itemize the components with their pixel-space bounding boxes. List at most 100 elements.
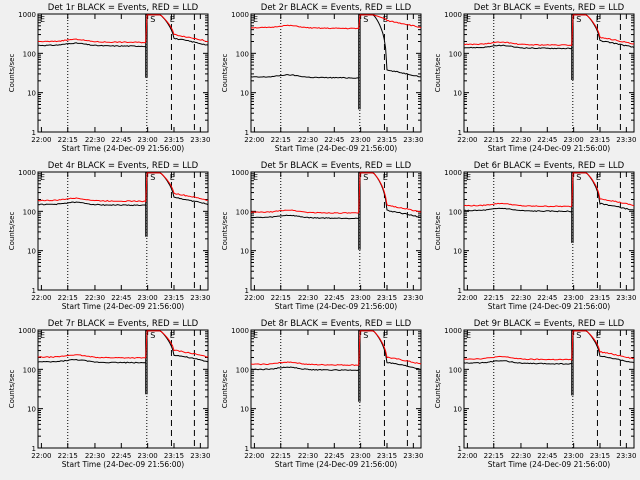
y-tick-label: 1 [32,445,36,453]
series-line-lld [37,172,209,203]
annotation-label: E [383,173,388,182]
y-tick-label: 1000 [444,169,462,177]
series-line-lld [250,172,422,214]
x-tick-label: 23:15 [590,136,610,144]
x-tick-label: 23:00 [138,136,158,144]
annotation-label: E [253,15,258,24]
x-tick-label: 22:30 [298,452,318,460]
series-line-lld [250,330,422,367]
x-tick-label: 22:00 [31,294,51,302]
chart-title: Det 5r BLACK = Events, RED = LLD [261,161,412,171]
x-tick-label: 23:30 [190,294,210,302]
y-tick-label: 1000 [231,327,249,335]
y-tick-label: 1 [32,129,36,137]
chart-title: Det 6r BLACK = Events, RED = LLD [474,161,625,171]
series-line-lld [250,14,422,30]
x-tick-label: 23:15 [164,294,184,302]
x-tick-label: 22:15 [484,452,504,460]
annotation-label: E [253,173,258,182]
x-axis-label: Start Time (24-Dec-09 21:56:00) [62,144,184,153]
y-tick-label: 10 [453,248,462,256]
series-line-lld [38,330,209,359]
y-tick-label: 100 [236,50,249,58]
x-tick-label: 23:15 [590,452,610,460]
annotation-label: S [363,331,368,340]
y-axis-label: Counts/sec [8,370,16,409]
annotation-label: E [466,331,471,340]
y-tick-label: 10 [240,248,249,256]
y-axis-label: Counts/sec [221,370,229,409]
x-tick-label: 23:30 [190,136,210,144]
y-tick-label: 10 [27,248,36,256]
annotation-label: S [363,173,368,182]
series-line-events [37,330,209,395]
chart-panel-8: Det 8r BLACK = Events, RED = LLD 1 10 100 10… [221,319,423,469]
x-axis-label: Start Time (24-Dec-09 21:56:00) [275,144,397,153]
y-tick-label: 100 [449,366,462,374]
chart-panel-4: Det 4r BLACK = Events, RED = LLD 1 10 100 10… [8,161,210,311]
x-tick-label: 22:00 [457,294,477,302]
chart-title: Det 9r BLACK = Events, RED = LLD [474,319,625,329]
chart-title: Det 1r BLACK = Events, RED = LLD [48,3,199,13]
x-tick-label: 22:15 [58,452,78,460]
y-tick-label: 1000 [231,11,249,19]
x-tick-label: 22:45 [537,294,557,302]
x-tick-label: 22:15 [58,136,78,144]
chart-panel-1: Det 1r BLACK = Events, RED = LLD 1 10 100 10… [8,3,210,153]
x-tick-label: 23:15 [377,294,397,302]
x-tick-label: 22:45 [111,136,131,144]
series-line-events [37,14,208,78]
y-tick-label: 10 [240,90,249,98]
plot-frame [250,329,422,449]
y-axis-label: Counts/sec [8,54,16,93]
y-axis-label: Counts/sec [221,212,229,251]
chart-title: Det 3r BLACK = Events, RED = LLD [474,3,625,13]
y-tick-label: 1000 [18,327,36,335]
y-tick-label: 10 [27,90,36,98]
annotation-label: S [576,173,581,182]
annotation-label: E [40,173,45,182]
y-tick-label: 100 [23,208,36,216]
chart-panel-3: Det 3r BLACK = Events, RED = LLD 1 10 100 10… [434,3,636,153]
x-tick-label: 23:00 [564,294,584,302]
x-tick-label: 22:15 [271,294,291,302]
x-tick-label: 22:45 [111,294,131,302]
plot-frame [463,13,635,133]
plot-frame [37,329,209,449]
y-tick-label: 100 [23,50,36,58]
x-tick-label: 22:45 [324,294,344,302]
annotation-label: E [253,331,258,340]
chart-panel-7: Det 7r BLACK = Events, RED = LLD 1 10 100 10… [8,319,210,469]
x-tick-label: 23:30 [403,136,423,144]
series-line-events [250,330,422,402]
x-tick-label: 22:15 [484,136,504,144]
x-tick-label: 23:00 [138,294,158,302]
annotation-label: S [576,331,581,340]
x-tick-label: 22:30 [511,136,531,144]
series-line-events [463,330,635,396]
x-tick-label: 22:30 [298,294,318,302]
chart-panel-2: Det 2r BLACK = Events, RED = LLD 1 10 100 10… [221,3,423,153]
x-axis-label: Start Time (24-Dec-09 21:56:00) [488,460,610,469]
y-tick-label: 10 [453,406,462,414]
x-axis-label: Start Time (24-Dec-09 21:56:00) [488,302,610,311]
y-tick-label: 1000 [18,169,36,177]
x-tick-label: 23:30 [616,452,636,460]
y-tick-label: 1 [245,129,249,137]
series-line-events [37,172,209,237]
x-tick-label: 22:45 [324,452,344,460]
chart-title: Det 2r BLACK = Events, RED = LLD [261,3,412,13]
x-tick-label: 23:30 [403,452,423,460]
y-tick-label: 1 [458,445,462,453]
x-tick-label: 22:00 [244,294,264,302]
plot-frame [250,13,422,133]
x-tick-label: 23:00 [564,452,584,460]
annotation-label: E [383,331,388,340]
y-tick-label: 100 [236,366,249,374]
x-axis-label: Start Time (24-Dec-09 21:56:00) [275,302,397,311]
series-line-events [464,172,635,243]
y-tick-label: 1 [458,129,462,137]
x-axis-label: Start Time (24-Dec-09 21:56:00) [62,302,184,311]
x-tick-label: 22:45 [537,136,557,144]
